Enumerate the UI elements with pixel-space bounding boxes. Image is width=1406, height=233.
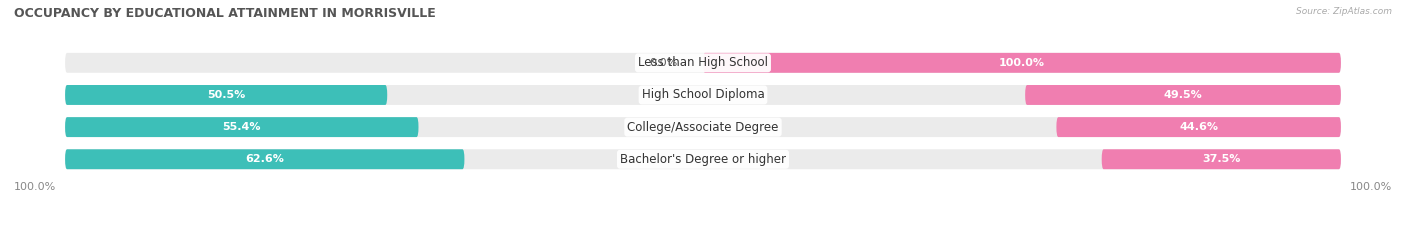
FancyBboxPatch shape <box>65 85 1341 105</box>
FancyBboxPatch shape <box>1102 149 1341 169</box>
FancyBboxPatch shape <box>703 53 1341 73</box>
FancyBboxPatch shape <box>65 85 387 105</box>
Text: College/Associate Degree: College/Associate Degree <box>627 121 779 134</box>
Text: 37.5%: 37.5% <box>1202 154 1240 164</box>
Text: Less than High School: Less than High School <box>638 56 768 69</box>
FancyBboxPatch shape <box>65 53 1341 73</box>
Text: High School Diploma: High School Diploma <box>641 89 765 101</box>
Text: 100.0%: 100.0% <box>998 58 1045 68</box>
Text: 49.5%: 49.5% <box>1164 90 1202 100</box>
Text: 62.6%: 62.6% <box>245 154 284 164</box>
FancyBboxPatch shape <box>1025 85 1341 105</box>
Text: 50.5%: 50.5% <box>207 90 245 100</box>
Text: 55.4%: 55.4% <box>222 122 262 132</box>
FancyBboxPatch shape <box>65 149 1341 169</box>
Text: 44.6%: 44.6% <box>1180 122 1218 132</box>
Text: 100.0%: 100.0% <box>14 182 56 192</box>
FancyBboxPatch shape <box>65 117 419 137</box>
Text: Bachelor's Degree or higher: Bachelor's Degree or higher <box>620 153 786 166</box>
Text: 100.0%: 100.0% <box>1350 182 1392 192</box>
FancyBboxPatch shape <box>65 149 464 169</box>
Text: 0.0%: 0.0% <box>650 58 678 68</box>
Text: Source: ZipAtlas.com: Source: ZipAtlas.com <box>1296 7 1392 16</box>
FancyBboxPatch shape <box>65 117 1341 137</box>
Text: OCCUPANCY BY EDUCATIONAL ATTAINMENT IN MORRISVILLE: OCCUPANCY BY EDUCATIONAL ATTAINMENT IN M… <box>14 7 436 20</box>
FancyBboxPatch shape <box>1056 117 1341 137</box>
